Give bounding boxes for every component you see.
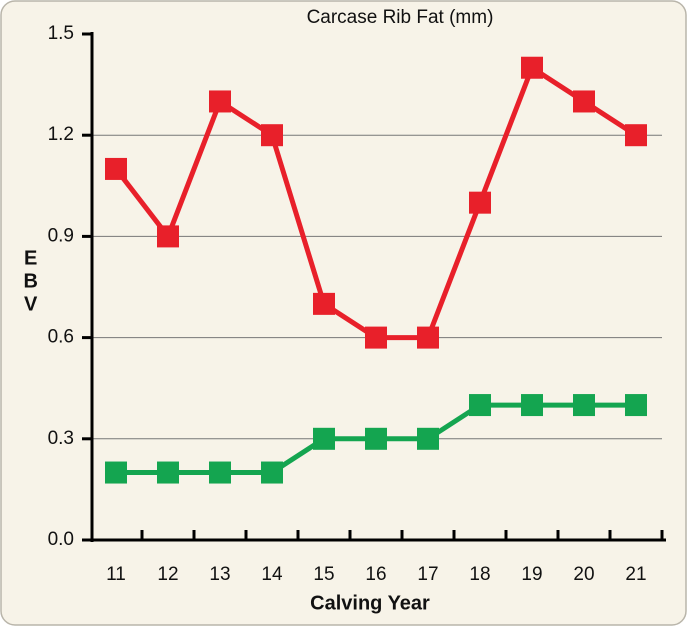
y-tick-label: 1.5 bbox=[48, 23, 74, 44]
marker bbox=[365, 326, 387, 349]
y-tick-label: 0.9 bbox=[48, 225, 74, 246]
x-tick-label: 16 bbox=[365, 564, 386, 585]
y-tick-label: 1.2 bbox=[48, 124, 74, 145]
marker bbox=[209, 90, 231, 113]
x-tick-label: 19 bbox=[521, 564, 542, 585]
marker bbox=[625, 394, 647, 417]
x-tick-label: 20 bbox=[573, 564, 594, 585]
marker bbox=[573, 394, 595, 417]
marker bbox=[469, 394, 491, 417]
marker bbox=[573, 90, 595, 113]
x-tick-label: 17 bbox=[417, 564, 438, 585]
marker bbox=[417, 326, 439, 349]
marker bbox=[209, 461, 231, 484]
marker bbox=[521, 56, 543, 79]
y-axis-label: EBV bbox=[20, 248, 42, 317]
marker bbox=[365, 427, 387, 450]
x-tick-label: 18 bbox=[469, 564, 490, 585]
marker bbox=[625, 124, 647, 147]
x-tick-label: 11 bbox=[106, 564, 126, 585]
y-tick-label: 0.3 bbox=[48, 428, 74, 449]
y-tick-label: 0.0 bbox=[48, 529, 74, 550]
marker bbox=[521, 394, 543, 417]
x-tick-label: 12 bbox=[157, 564, 178, 585]
x-tick-label: 13 bbox=[209, 564, 230, 585]
marker bbox=[313, 427, 335, 450]
marker bbox=[261, 461, 283, 484]
y-tick-label: 0.6 bbox=[48, 327, 74, 348]
marker bbox=[313, 292, 335, 315]
x-axis-label: Calving Year bbox=[310, 592, 430, 614]
marker bbox=[261, 124, 283, 147]
marker bbox=[469, 191, 491, 214]
x-tick-label: 21 bbox=[625, 564, 646, 585]
chart-title: Carcase Rib Fat (mm) bbox=[307, 7, 494, 28]
marker bbox=[105, 157, 127, 180]
marker bbox=[417, 427, 439, 450]
marker bbox=[105, 461, 127, 484]
x-tick-label: 15 bbox=[313, 564, 334, 585]
x-tick-label: 14 bbox=[261, 564, 283, 585]
marker bbox=[157, 225, 179, 248]
marker bbox=[157, 461, 179, 484]
